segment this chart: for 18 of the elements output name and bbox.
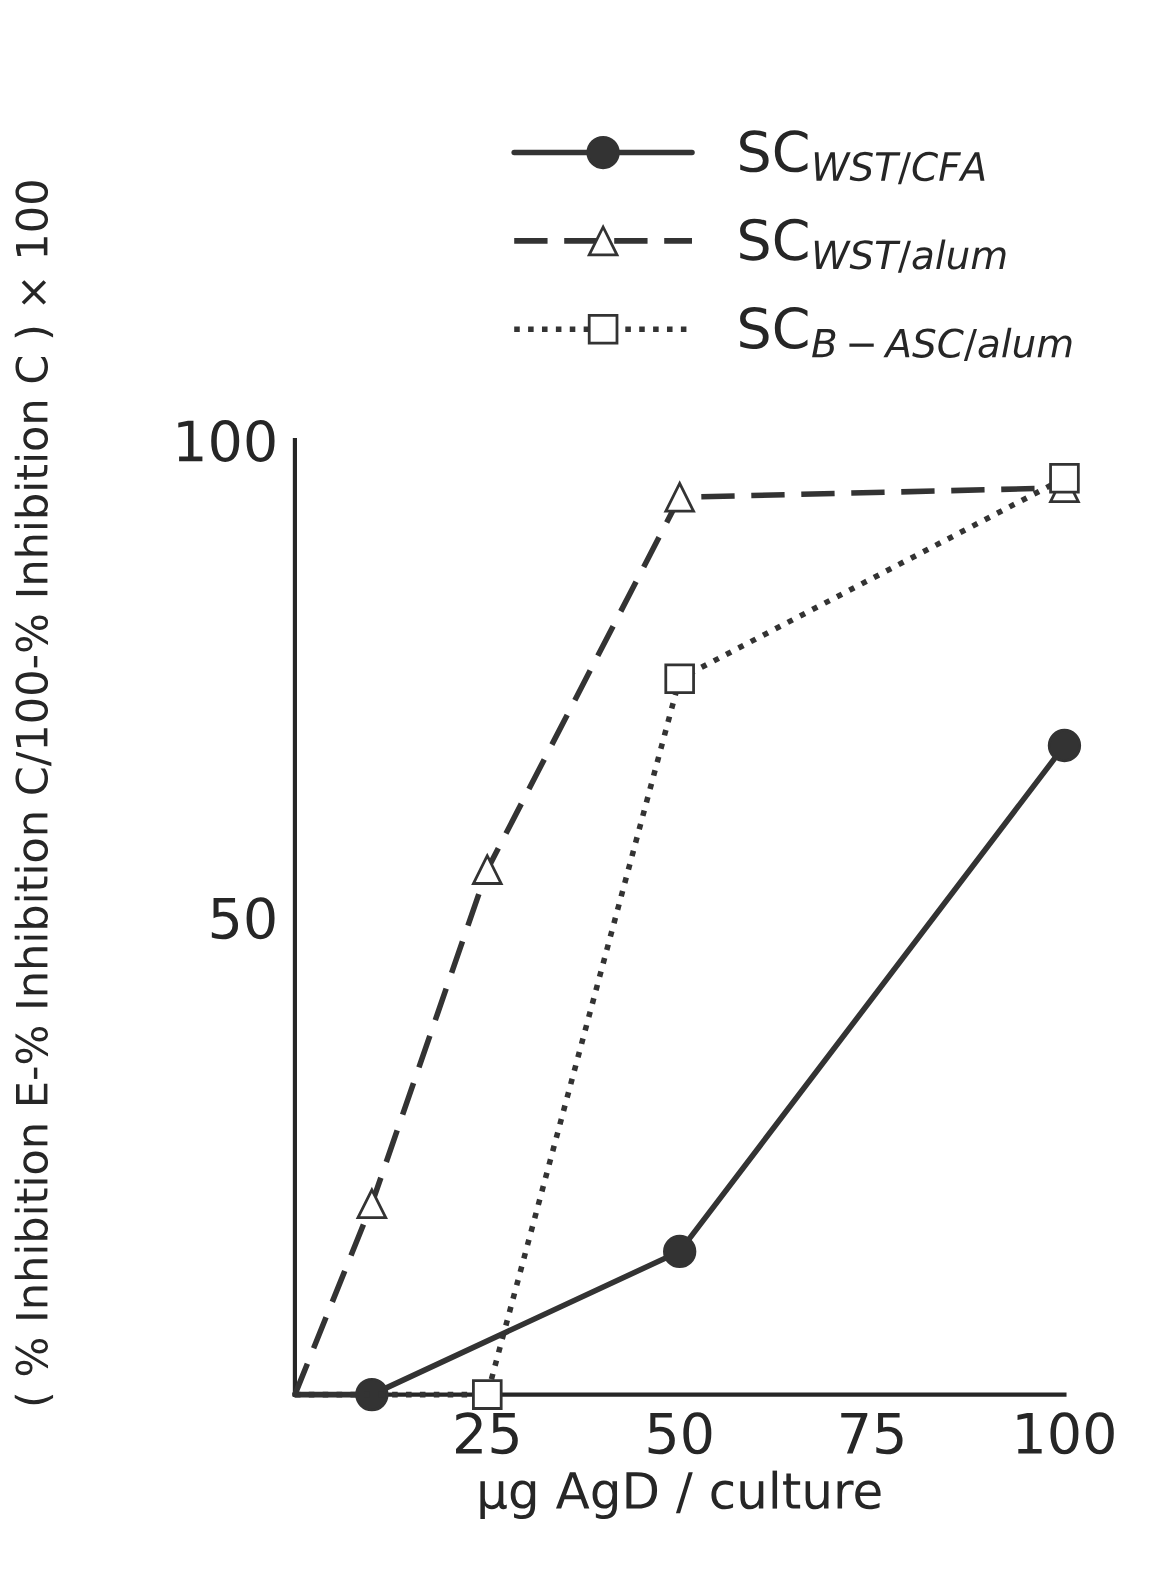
x-tick-label: 25	[456, 1412, 518, 1455]
y-axis-title: ( % Inhibition E-% Inhibition C/100-% Inhibition C ) × 100	[14, 181, 54, 1405]
point	[1049, 462, 1080, 494]
point	[472, 854, 503, 885]
legend-label: SC$_{WST/alum}$	[740, 218, 1006, 273]
point	[356, 1188, 388, 1219]
x-axis-title: µg AgD / culture	[480, 1470, 881, 1519]
x-tick-label: 100	[1017, 1412, 1114, 1455]
x-tick-label: 75	[841, 1413, 903, 1455]
point	[472, 1379, 503, 1410]
point	[1047, 728, 1082, 763]
point	[664, 482, 695, 513]
x-tick-label: 50	[648, 1412, 712, 1455]
point	[664, 663, 695, 694]
point	[355, 1377, 389, 1412]
legend-label: SC$_{B−ASC/alum}$	[740, 306, 1072, 361]
legend-label: SC$_{WST/CFA}$	[740, 130, 985, 185]
point	[663, 1234, 697, 1269]
